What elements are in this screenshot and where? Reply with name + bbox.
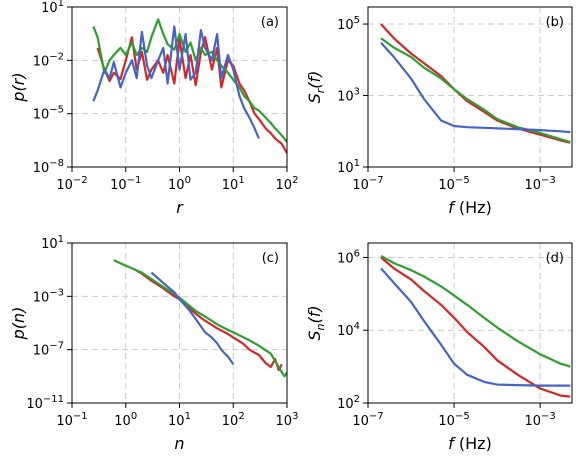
x-tick-label: 10−1 bbox=[56, 411, 87, 429]
series-line-green bbox=[380, 37, 571, 144]
x-tick-label: 100 bbox=[114, 411, 137, 429]
x-tick-label: 10−1 bbox=[110, 175, 141, 193]
x-tick-label: 10−5 bbox=[438, 175, 469, 193]
series-line-green bbox=[380, 255, 571, 368]
panel-d: 10−7 10−5 10−3 102 104 106 (d) f (Hz) Sn(f) bbox=[305, 242, 573, 453]
x-tick-label: 101 bbox=[222, 175, 245, 193]
x-tick-label: 10−3 bbox=[524, 175, 555, 193]
plot-frame bbox=[367, 6, 573, 168]
y-tick-label: 105 bbox=[337, 15, 360, 33]
y-tick-label: 101 bbox=[41, 234, 64, 252]
x-axis-label: f (Hz) bbox=[448, 198, 492, 217]
x-tick-label: 101 bbox=[168, 411, 191, 429]
y-axis-label: p(n) bbox=[9, 307, 28, 341]
panel-a: 10−2 10−1 100 101 102 10−8 10−5 10−2 101 (a) r p(r) bbox=[9, 0, 298, 217]
series-line-blue bbox=[380, 267, 571, 387]
x-axis-label: f (Hz) bbox=[448, 434, 492, 453]
y-tick-label: 10−3 bbox=[33, 287, 64, 305]
y-axis-label: p(r) bbox=[9, 72, 28, 102]
y-tick-label: 103 bbox=[337, 87, 360, 105]
x-tick-label: 10−5 bbox=[438, 411, 469, 429]
y-tick-label: 102 bbox=[337, 394, 360, 412]
plot-frame bbox=[71, 242, 288, 404]
y-axis-label: Sn(f) bbox=[305, 305, 327, 340]
panel-tag: (a) bbox=[261, 15, 279, 30]
x-axis-label: r bbox=[176, 198, 184, 217]
y-tick-label: 10−5 bbox=[33, 105, 64, 123]
x-tick-label: 102 bbox=[222, 411, 245, 429]
y-tick-label: 101 bbox=[337, 158, 360, 176]
x-tick-label: 10−2 bbox=[56, 175, 87, 193]
series-line-red bbox=[96, 36, 287, 154]
panel-b: 10−7 10−5 10−3 101 103 105 (b) f (Hz) Sr(f) bbox=[305, 6, 573, 217]
series-line-blue bbox=[92, 25, 260, 139]
y-tick-label: 10−7 bbox=[33, 341, 64, 359]
series-line-green bbox=[113, 259, 287, 378]
plot-frame bbox=[367, 242, 573, 404]
series-line-green bbox=[92, 18, 287, 143]
series-line-red bbox=[380, 23, 571, 144]
y-tick-label: 10−11 bbox=[26, 394, 64, 412]
series-line-blue bbox=[380, 41, 571, 134]
series-line-red bbox=[380, 256, 571, 398]
panel-tag: (c) bbox=[262, 251, 279, 266]
panel-tag: (b) bbox=[546, 15, 564, 30]
plot-frame bbox=[71, 6, 288, 168]
x-tick-label: 100 bbox=[168, 175, 191, 193]
y-tick-label: 101 bbox=[41, 0, 64, 16]
y-tick-label: 10−8 bbox=[33, 158, 64, 176]
y-tick-label: 10−2 bbox=[33, 51, 64, 69]
panel-c: 10−1 100 101 102 103 10−11 10−7 10−3 101 (c) n p(n) bbox=[9, 234, 298, 453]
x-tick-label: 102 bbox=[276, 175, 299, 193]
x-axis-label: n bbox=[174, 434, 184, 453]
x-tick-label: 10−3 bbox=[524, 411, 555, 429]
x-tick-label: 103 bbox=[276, 411, 299, 429]
y-tick-label: 106 bbox=[337, 248, 360, 266]
panel-tag: (d) bbox=[546, 251, 564, 266]
y-axis-label: Sr(f) bbox=[305, 71, 327, 104]
y-tick-label: 104 bbox=[337, 321, 360, 339]
series-line-blue bbox=[150, 271, 235, 365]
x-tick-label: 10−7 bbox=[352, 175, 383, 193]
x-tick-label: 10−7 bbox=[352, 411, 383, 429]
